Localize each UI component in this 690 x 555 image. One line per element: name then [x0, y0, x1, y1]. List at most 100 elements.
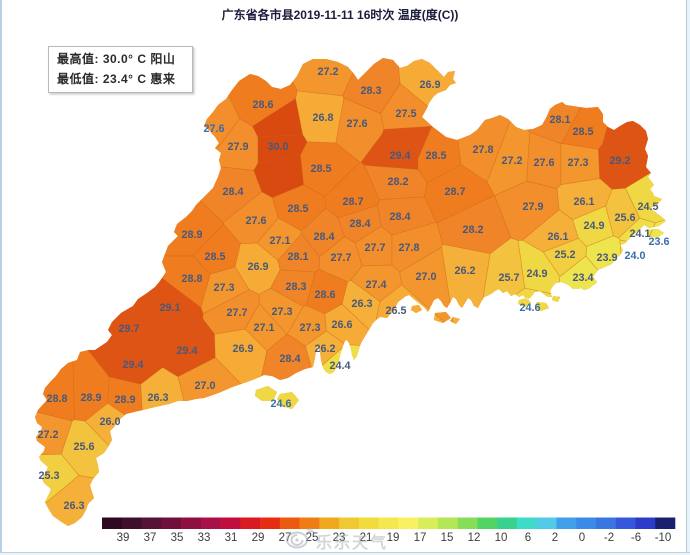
- svg-text:25: 25: [306, 532, 319, 544]
- svg-text:28.1: 28.1: [287, 251, 308, 263]
- svg-text:31: 31: [225, 532, 238, 544]
- svg-text:15: 15: [441, 532, 454, 544]
- svg-text:26.9: 26.9: [247, 261, 268, 273]
- svg-text:27.3: 27.3: [213, 282, 234, 294]
- svg-text:27.3: 27.3: [299, 322, 320, 334]
- svg-text:24.9: 24.9: [526, 268, 547, 280]
- svg-text:26.3: 26.3: [63, 500, 84, 512]
- svg-text:17: 17: [414, 532, 427, 544]
- svg-text:26.2: 26.2: [314, 343, 335, 355]
- svg-text:26.2: 26.2: [454, 265, 475, 277]
- svg-text:21: 21: [360, 532, 373, 544]
- svg-text:2: 2: [552, 532, 558, 544]
- svg-text:27.1: 27.1: [253, 322, 274, 334]
- svg-text:30.0: 30.0: [267, 141, 288, 153]
- svg-text:23.9: 23.9: [596, 252, 617, 264]
- svg-text:27.6: 27.6: [245, 215, 266, 227]
- svg-text:10: 10: [495, 532, 508, 544]
- svg-text:28.8: 28.8: [46, 393, 67, 405]
- svg-text:0: 0: [579, 532, 585, 544]
- svg-text:26.5: 26.5: [385, 305, 406, 317]
- svg-text:33: 33: [198, 532, 211, 544]
- svg-text:28.3: 28.3: [360, 85, 381, 97]
- svg-text:26.6: 26.6: [331, 319, 352, 331]
- svg-text:29: 29: [252, 532, 265, 544]
- svg-text:28.1: 28.1: [549, 114, 570, 126]
- svg-text:26.3: 26.3: [147, 392, 168, 404]
- svg-text:25.3: 25.3: [38, 470, 59, 482]
- svg-text:28.9: 28.9: [181, 229, 202, 241]
- svg-text:28.5: 28.5: [572, 126, 593, 138]
- svg-text:28.9: 28.9: [80, 392, 101, 404]
- svg-text:28.3: 28.3: [285, 281, 306, 293]
- svg-text:27.6: 27.6: [533, 157, 554, 169]
- svg-text:26.8: 26.8: [312, 112, 333, 124]
- svg-text:26.3: 26.3: [351, 298, 372, 310]
- svg-text:24.1: 24.1: [629, 228, 650, 240]
- svg-text:-10: -10: [655, 532, 672, 544]
- svg-text:24.9: 24.9: [583, 220, 604, 232]
- svg-text:6: 6: [525, 532, 531, 544]
- svg-text:12: 12: [468, 532, 481, 544]
- svg-text:27.9: 27.9: [522, 201, 543, 213]
- svg-text:27.0: 27.0: [415, 271, 436, 283]
- svg-text:-2: -2: [604, 532, 614, 544]
- svg-text:28.2: 28.2: [387, 176, 408, 188]
- svg-text:24.6: 24.6: [519, 302, 540, 314]
- svg-text:28.5: 28.5: [204, 251, 225, 263]
- svg-text:29.1: 29.1: [159, 302, 180, 314]
- svg-text:28.5: 28.5: [425, 150, 446, 162]
- svg-text:19: 19: [387, 532, 400, 544]
- svg-text:28.4: 28.4: [279, 353, 300, 365]
- svg-text:25.7: 25.7: [498, 272, 519, 284]
- svg-text:23: 23: [333, 532, 346, 544]
- svg-text:29.2: 29.2: [609, 155, 630, 167]
- svg-text:27.6: 27.6: [346, 118, 367, 130]
- svg-text:28.5: 28.5: [287, 203, 308, 215]
- svg-text:26.9: 26.9: [419, 79, 440, 91]
- svg-text:27.8: 27.8: [472, 144, 493, 156]
- svg-text:28.2: 28.2: [462, 224, 483, 236]
- svg-text:27.3: 27.3: [271, 306, 292, 318]
- svg-text:24.0: 24.0: [624, 250, 645, 262]
- svg-text:25.6: 25.6: [73, 441, 94, 453]
- svg-text:35: 35: [171, 532, 184, 544]
- svg-text:24.4: 24.4: [329, 360, 350, 372]
- svg-text:28.8: 28.8: [181, 273, 202, 285]
- svg-text:27.7: 27.7: [364, 242, 385, 254]
- svg-text:39: 39: [117, 532, 130, 544]
- svg-text:29.4: 29.4: [176, 345, 197, 357]
- svg-text:28.4: 28.4: [389, 211, 410, 223]
- svg-text:28.5: 28.5: [310, 163, 331, 175]
- svg-text:27.7: 27.7: [330, 252, 351, 264]
- svg-text:28.7: 28.7: [444, 186, 465, 198]
- svg-text:27.3: 27.3: [567, 157, 588, 169]
- svg-text:27.6: 27.6: [203, 123, 224, 135]
- svg-text:28.6: 28.6: [314, 289, 335, 301]
- svg-text:28.7: 28.7: [342, 196, 363, 208]
- svg-text:25.6: 25.6: [614, 212, 635, 224]
- svg-text:26.1: 26.1: [573, 196, 594, 208]
- svg-text:28.6: 28.6: [252, 99, 273, 111]
- svg-text:27.8: 27.8: [398, 242, 419, 254]
- svg-text:28.4: 28.4: [222, 186, 243, 198]
- svg-text:24.5: 24.5: [637, 201, 658, 213]
- svg-text:27.4: 27.4: [365, 279, 386, 291]
- svg-text:27.0: 27.0: [194, 380, 215, 392]
- svg-text:28.4: 28.4: [313, 231, 334, 243]
- svg-text:27.9: 27.9: [227, 141, 248, 153]
- svg-text:28.4: 28.4: [349, 218, 370, 230]
- svg-text:25.2: 25.2: [554, 249, 575, 261]
- svg-text:27.2: 27.2: [317, 66, 338, 78]
- svg-text:27.7: 27.7: [226, 307, 247, 319]
- svg-text:27.2: 27.2: [37, 429, 58, 441]
- svg-text:26.0: 26.0: [99, 416, 120, 428]
- svg-text:27.5: 27.5: [395, 108, 416, 120]
- svg-text:37: 37: [144, 532, 157, 544]
- svg-text:26.9: 26.9: [232, 343, 253, 355]
- svg-text:24.6: 24.6: [270, 398, 291, 410]
- svg-text:28.9: 28.9: [114, 394, 135, 406]
- svg-text:27.2: 27.2: [501, 155, 522, 167]
- svg-text:29.4: 29.4: [122, 359, 143, 371]
- svg-text:26.1: 26.1: [547, 231, 568, 243]
